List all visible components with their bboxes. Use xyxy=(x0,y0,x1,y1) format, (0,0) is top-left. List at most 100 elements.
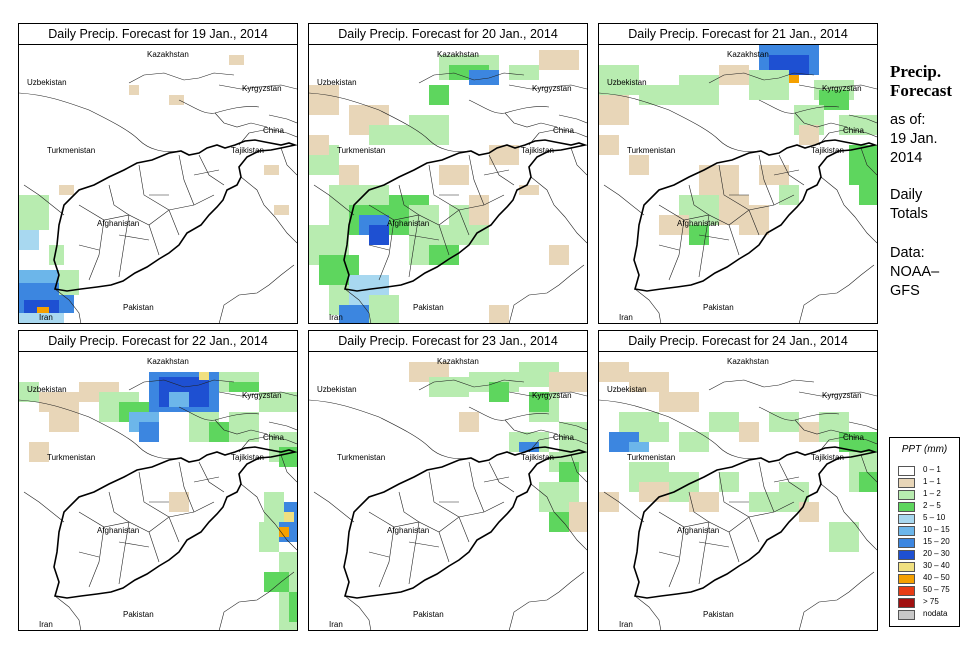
country-border xyxy=(570,147,587,176)
legend-label: 50 – 75 xyxy=(923,585,950,594)
precip-cell xyxy=(274,205,289,215)
map-label-turkmenistan: Turkmenistan xyxy=(627,146,675,155)
map-label-tajikistan: Tajikistan xyxy=(811,146,844,155)
precip-cell xyxy=(139,422,159,442)
country-border xyxy=(508,264,585,323)
legend-swatch xyxy=(898,478,915,488)
forecast-panel-6: Daily Precip. Forecast for 24 Jan., 2014… xyxy=(598,330,878,631)
country-border xyxy=(818,128,877,146)
precip-cell xyxy=(259,392,297,412)
legend-swatch xyxy=(898,514,915,524)
map-label-uzbekistan: Uzbekistan xyxy=(27,385,67,394)
country-border xyxy=(23,491,65,523)
precip-cell xyxy=(629,442,649,452)
precip-cell xyxy=(599,492,619,512)
map-label-afghanistan: Afghanistan xyxy=(387,219,429,228)
province-border xyxy=(368,244,390,251)
province-border xyxy=(718,471,750,518)
precip-cell xyxy=(749,70,789,100)
province-border xyxy=(118,521,130,585)
precip-cell xyxy=(659,215,689,235)
panel-title: Daily Precip. Forecast for 24 Jan., 2014 xyxy=(599,331,877,352)
as-of-label: as of: xyxy=(890,112,926,128)
country-border xyxy=(528,128,587,146)
country-border xyxy=(820,483,877,551)
legend-label: 1 – 2 xyxy=(923,489,941,498)
as-of-year: 2014 xyxy=(890,150,923,166)
map-label-iran: Iran xyxy=(39,313,53,322)
precip-cell xyxy=(679,75,719,105)
country-border xyxy=(309,92,470,152)
legend-swatch xyxy=(898,598,915,608)
precip-cell xyxy=(749,492,779,512)
forecast-map: Uzbekistan Kazakhstan Kyrgyzstan China Tajik… xyxy=(309,50,587,323)
province-border xyxy=(778,154,805,186)
afghanistan-border xyxy=(633,139,877,292)
province-border xyxy=(408,521,420,585)
country-border xyxy=(344,288,372,323)
precip-cell xyxy=(369,225,389,245)
province-border xyxy=(398,491,420,523)
precip-cell xyxy=(599,65,639,95)
precip-cell xyxy=(689,492,719,512)
map-label-turkmenistan: Turkmenistan xyxy=(337,453,385,462)
province-border xyxy=(428,471,460,518)
precip-cell xyxy=(289,592,297,622)
map-label-iran: Iran xyxy=(329,620,343,629)
map-label-afghanistan: Afghanistan xyxy=(677,219,719,228)
legend-swatch xyxy=(898,586,915,596)
precip-cell xyxy=(819,90,849,110)
province-border xyxy=(468,461,485,513)
province-border xyxy=(118,234,150,241)
precip-cells xyxy=(19,372,297,630)
country-border xyxy=(530,176,587,244)
precip-cell xyxy=(569,502,587,532)
country-border xyxy=(504,112,558,128)
map-label-kyrgyzstan: Kyrgyzstan xyxy=(822,391,862,400)
forecast-map: Uzbekistan Kazakhstan Kyrgyzstan China Tajik… xyxy=(599,357,877,630)
legend-swatch xyxy=(898,502,915,512)
map-label-china: China xyxy=(553,433,574,442)
legend-title: PPT (mm) xyxy=(901,444,948,455)
legend-label: 30 – 40 xyxy=(923,561,950,570)
legend-label: nodata xyxy=(923,609,948,618)
forecast-map: Uzbekistan Kazakhstan Kyrgyzstan China Tajik… xyxy=(19,357,297,630)
precip-cell xyxy=(629,372,669,392)
province-border xyxy=(458,516,470,543)
province-border xyxy=(438,531,450,563)
map-label-kyrgyzstan: Kyrgyzstan xyxy=(532,84,572,93)
panel-title: Daily Precip. Forecast for 23 Jan., 2014 xyxy=(309,331,587,352)
country-border xyxy=(240,176,297,244)
province-border xyxy=(488,461,515,493)
as-of-day: 19 Jan. xyxy=(890,131,938,147)
country-border xyxy=(599,399,760,459)
precip-cell xyxy=(169,492,189,512)
precip-cell xyxy=(229,55,244,65)
legend-swatch xyxy=(898,538,915,548)
country-border xyxy=(508,391,587,397)
province-border xyxy=(118,541,150,548)
province-border xyxy=(168,209,180,236)
map-label-afghanistan: Afghanistan xyxy=(677,526,719,535)
afghanistan-border xyxy=(633,446,877,599)
country-border xyxy=(468,99,550,114)
province-border xyxy=(408,214,420,278)
map-label-uzbekistan: Uzbekistan xyxy=(317,78,357,87)
province-border xyxy=(138,471,170,518)
map-label-uzbekistan: Uzbekistan xyxy=(27,78,67,87)
legend-swatch xyxy=(898,550,915,560)
country-border xyxy=(508,571,585,630)
country-border xyxy=(344,595,372,630)
map-label-turkmenistan: Turkmenistan xyxy=(47,146,95,155)
country-border xyxy=(508,84,587,90)
precip-cells xyxy=(599,362,877,552)
precip-cell xyxy=(549,512,569,532)
province-border xyxy=(458,209,470,236)
country-border xyxy=(603,491,645,523)
precip-cell xyxy=(679,432,709,452)
country-border xyxy=(848,421,877,431)
precip-cells xyxy=(599,45,877,245)
panel-title: Daily Precip. Forecast for 21 Jan., 2014 xyxy=(599,24,877,45)
afghanistan-border xyxy=(343,446,587,599)
afghanistan-border xyxy=(343,139,587,292)
